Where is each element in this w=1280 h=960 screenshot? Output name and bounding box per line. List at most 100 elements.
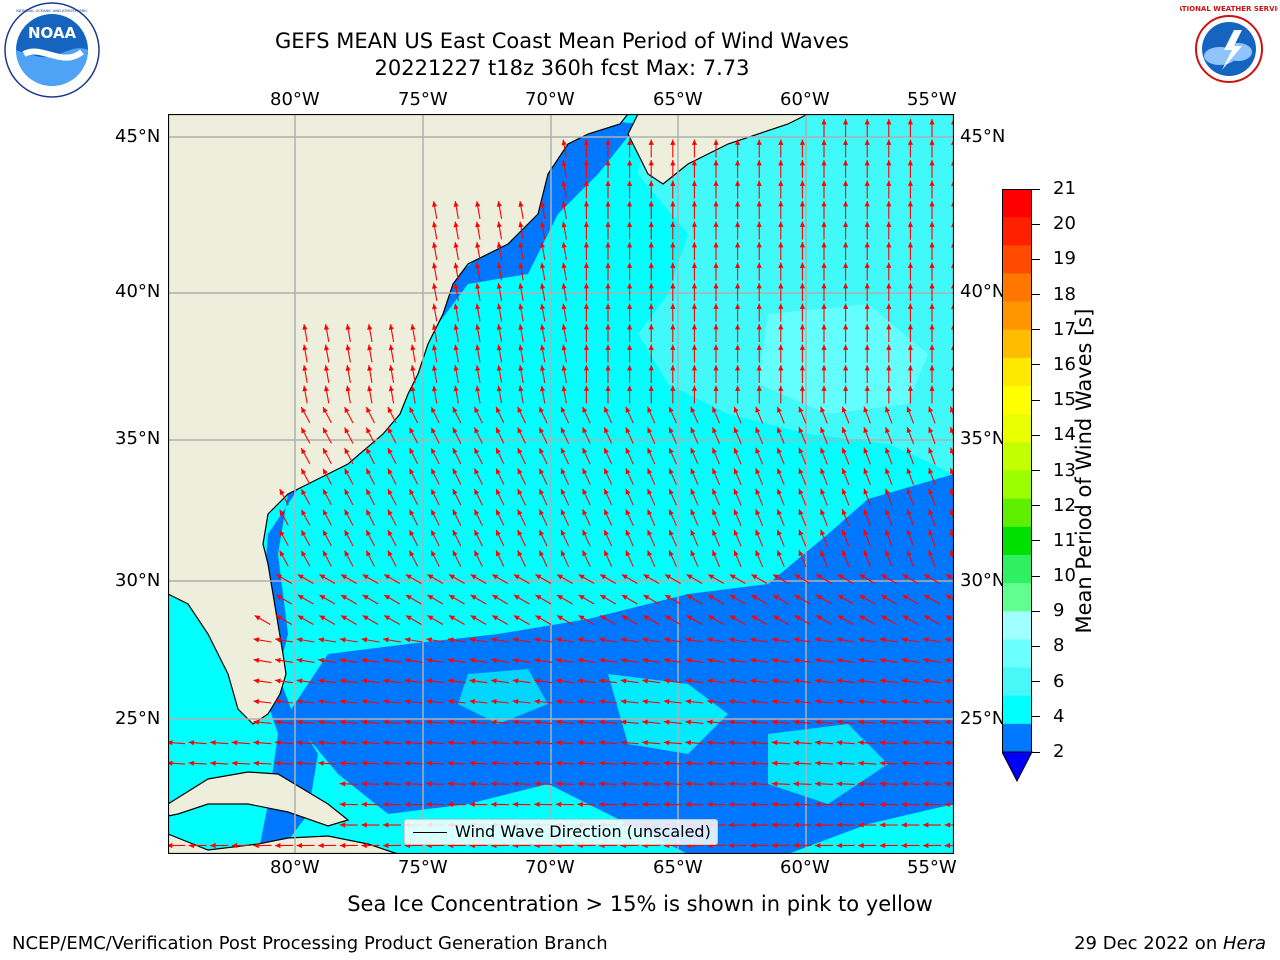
arrow-head [691,139,697,145]
colorbar-segment [1002,470,1032,500]
arrow-head [928,509,934,515]
arrow-head [539,427,544,434]
arrow-head [404,678,411,684]
arrow-head [879,740,886,746]
arrow-head [600,615,607,621]
arrow-head [798,427,804,434]
arrow-head [799,303,805,309]
arrow-head [928,406,934,413]
arrow-head [253,740,259,746]
arrow-head [793,699,800,705]
arrow-head [793,719,800,725]
arrow-head [447,678,454,684]
arrow-head [366,489,372,495]
arrow-head [339,781,346,787]
arrow-head [367,324,373,330]
arrow-head [944,657,951,663]
arrow-head [929,344,935,350]
arrow-head [836,637,843,643]
arrow-head [345,385,351,392]
arrow-head [886,160,892,166]
arrow-head [302,385,308,392]
arrow-head [944,719,951,725]
arrow-head [756,324,762,330]
arrow-head [323,407,328,413]
arrow-head [907,160,913,166]
arrow-head [755,529,761,536]
colorbar-tick-mark [1032,610,1040,612]
arrow-head [778,365,784,371]
arrow-head [577,657,584,663]
arrow-head [821,119,827,125]
colorbar-tick-label: 4 [1053,705,1065,727]
arrow-head [323,530,328,536]
colorbar-segment [1002,245,1032,274]
arrow-head [577,637,584,643]
svg-text:NATIONAL OCEANIC AND ATMOSPHER: NATIONAL OCEANIC AND ATMOSPHERIC [16,9,88,13]
arrow-head [534,781,540,787]
arrow-head [907,180,913,186]
arrow-head [879,801,886,807]
arrow-head [447,801,454,807]
arrow-head [323,427,328,434]
arrow-head [604,468,609,475]
arrow-head [907,119,913,125]
arrow-head [496,201,502,207]
arrow-head [670,262,676,268]
arrow-head [750,678,756,684]
footer-date: 29 Dec 2022 on Hera [1074,933,1266,955]
arrow-head [707,657,713,663]
arrow-head [821,385,827,391]
arrow-head [843,344,849,350]
arrow-head [496,447,501,454]
arrow-head [735,262,741,268]
arrow-head [339,842,346,849]
arrow-head [297,615,304,621]
arrow-head [907,324,913,330]
arrow-head [691,385,697,391]
arrow-head [879,842,886,849]
arrow-head [627,324,633,330]
arrow-head [864,283,870,289]
arrow-head [663,719,670,725]
arrow-head [836,740,843,746]
arrow-head [582,447,588,454]
footer-date-text: 29 Dec 2022 on [1074,933,1223,954]
map-legend: Wind Wave Direction (unscaled) [404,819,718,845]
arrow-head [864,119,870,125]
arrow-head [387,530,393,536]
arrow-head [535,615,542,621]
lon-label-bottom: 75°W [398,857,448,878]
arrow-head [863,529,869,536]
arrow-head [577,801,583,807]
arrow-head [409,427,415,434]
arrow-head [410,365,416,371]
arrow-head [691,160,697,166]
arrow-head [387,489,393,495]
arrow-head [793,781,799,787]
arrow-head [670,242,676,248]
arrow-head [712,427,717,434]
arrow-head [750,740,756,746]
lat-label-right: 30°N [960,570,1006,591]
arrow-head [625,509,631,516]
arrow-head [253,842,259,849]
arrow-head [859,595,866,600]
colorbar-tick-mark [1032,645,1040,647]
arrow-head [432,303,438,310]
arrow-head [778,139,784,145]
arrow-head [928,529,934,536]
arrow-head [685,699,692,705]
legend-label: Wind Wave Direction (unscaled) [455,822,711,841]
arrow-head [605,262,611,268]
arrow-head [620,760,627,766]
arrow-head [605,365,611,371]
arrow-head [540,385,546,392]
arrow-head [297,595,304,600]
arrow-head [691,344,697,350]
arrow-head [491,719,497,725]
arrow-head [647,488,653,495]
arrow-head [431,407,436,413]
arrow-head [771,760,778,766]
arrow-head [728,760,735,766]
